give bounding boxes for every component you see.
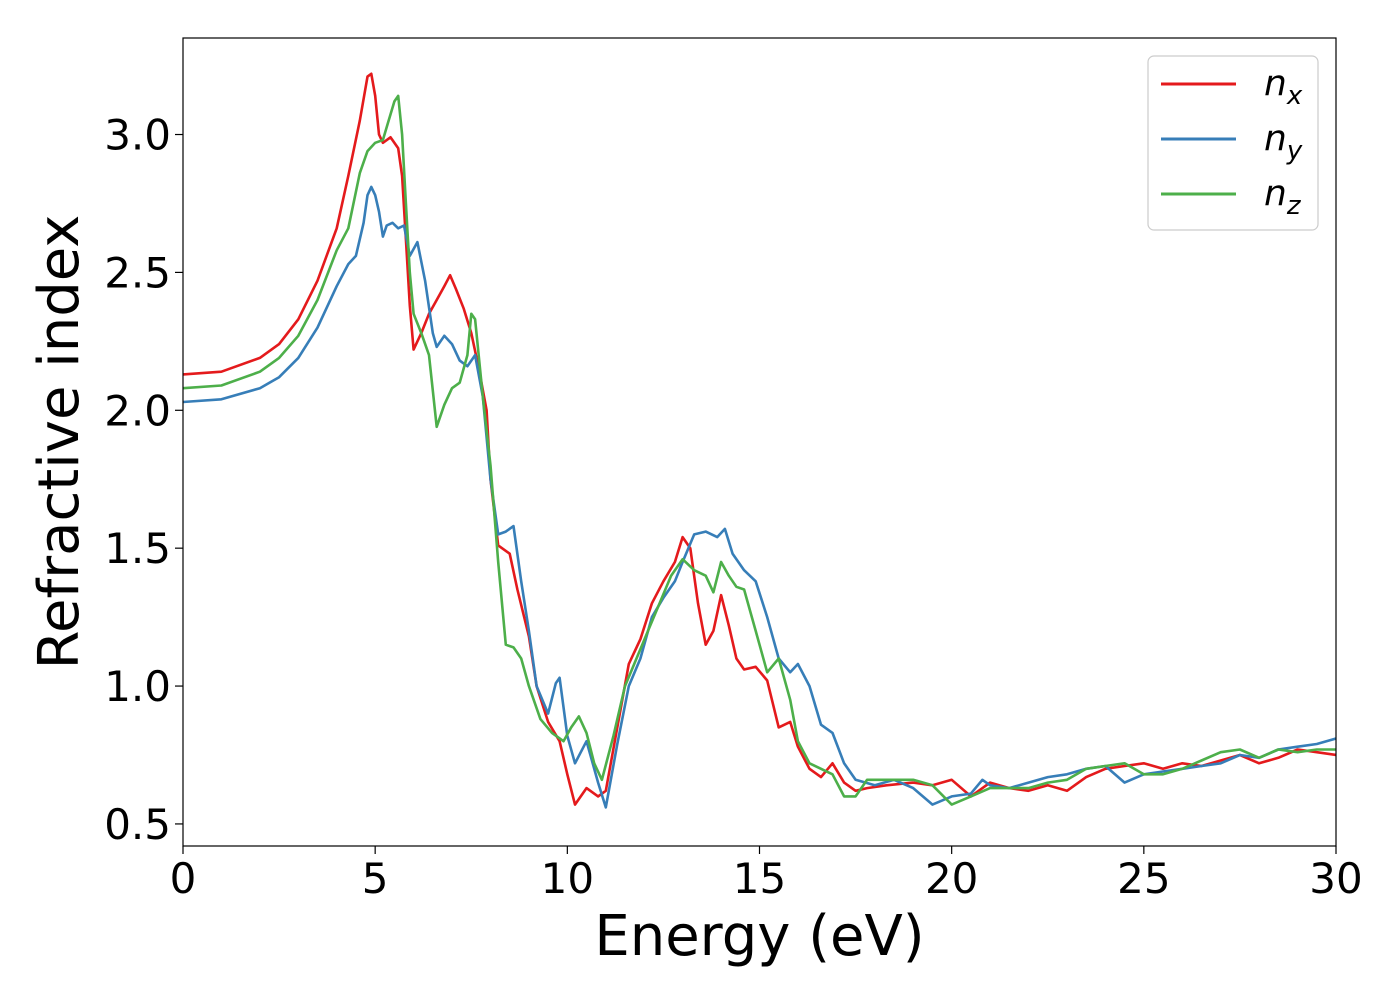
y-tick-label: 2.0 <box>104 386 171 435</box>
y-tick-label: 3.0 <box>104 111 171 160</box>
x-tick-label: 10 <box>541 854 594 903</box>
series-line-z <box>183 94 1336 806</box>
x-axis-ticks: 0 5 10 15 20 25 30 <box>170 846 1363 903</box>
y-axis-label: Refractive index <box>27 215 92 670</box>
y-tick-label: 1.0 <box>104 662 171 711</box>
series-line-x <box>183 72 1336 806</box>
y-tick-label: 2.5 <box>104 248 171 297</box>
y-tick-label: 1.5 <box>104 524 171 573</box>
y-tick-label: 0.5 <box>104 800 171 849</box>
x-tick-label: 20 <box>925 854 978 903</box>
y-axis-ticks: 0.5 1.0 1.5 2.0 2.5 3.0 <box>104 111 183 849</box>
series-line-y <box>183 185 1336 809</box>
x-tick-label: 15 <box>733 854 786 903</box>
x-tick-label: 25 <box>1117 854 1170 903</box>
x-tick-label: 30 <box>1309 854 1362 903</box>
x-tick-label: 0 <box>170 854 197 903</box>
plot-lines <box>183 72 1336 809</box>
x-axis-label: Energy (eV) <box>594 904 924 969</box>
legend-box <box>1147 55 1319 231</box>
x-tick-label: 5 <box>362 854 389 903</box>
